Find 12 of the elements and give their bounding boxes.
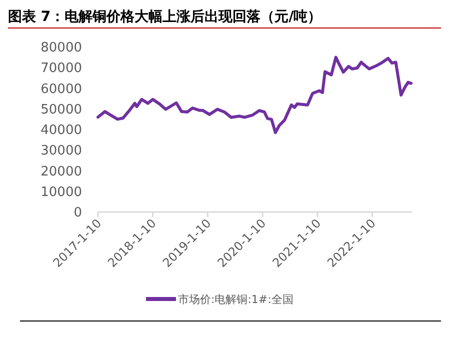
legend-label: 市场价:电解铜:1#:全国	[178, 292, 294, 306]
line-series	[96, 56, 413, 134]
y-tick-label: 0	[74, 206, 82, 221]
y-tick-label: 60000	[40, 82, 82, 97]
y-tick-label: 40000	[40, 123, 82, 138]
y-tick-label: 10000	[40, 184, 82, 200]
y-tick-label: 30000	[40, 144, 82, 159]
y-tick-label: 20000	[40, 164, 82, 180]
y-tick-label: 80000	[40, 40, 82, 56]
y-tick-label: 50000	[40, 102, 82, 118]
y-tick-label: 70000	[40, 61, 82, 76]
chart-title: 图表 7：电解铜价格大幅上涨后出现回落（元/吨）	[8, 8, 322, 25]
